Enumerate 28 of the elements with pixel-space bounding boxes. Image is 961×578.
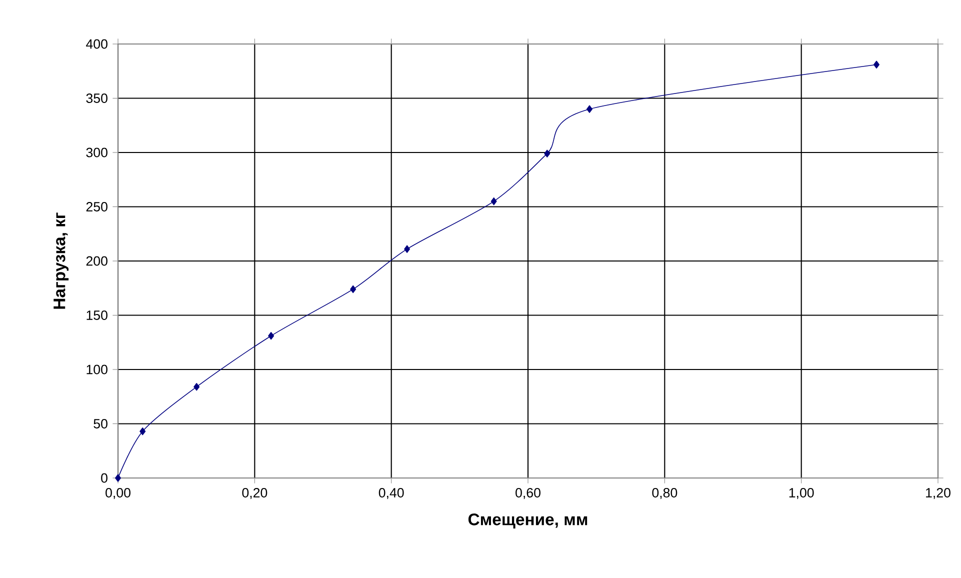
x-tick-label: 1,20 xyxy=(926,488,950,500)
y-tick-label: 0 xyxy=(101,473,108,483)
point xyxy=(490,197,497,206)
point xyxy=(586,105,593,113)
y-tick-label: 250 xyxy=(86,202,108,212)
point xyxy=(140,427,146,436)
x-tick-label: 0,60 xyxy=(516,488,540,500)
y-tick-label: 100 xyxy=(86,364,108,374)
y-tick-label: 150 xyxy=(86,310,108,320)
point xyxy=(404,245,410,253)
x-tick-label: 0,00 xyxy=(106,488,130,500)
y-tick-label: 350 xyxy=(86,94,108,103)
y-tick-label: 400 xyxy=(86,39,108,49)
y-axis-title: Нагрузка, кг xyxy=(54,212,69,309)
point xyxy=(350,285,356,294)
x-tick-label: 1,00 xyxy=(789,488,814,500)
point xyxy=(268,332,274,340)
point xyxy=(544,150,550,158)
point xyxy=(115,474,122,482)
y-tick-label: 50 xyxy=(94,419,108,428)
x-tick-label: 0,20 xyxy=(242,488,268,500)
y-tick-label: 200 xyxy=(86,256,108,266)
point xyxy=(194,382,200,391)
point xyxy=(874,60,880,68)
x-axis-title: Смещение, мм xyxy=(468,514,588,528)
x-tick-label: 0,40 xyxy=(378,488,404,500)
x-tick-label: 0,80 xyxy=(652,488,678,500)
y-tick-label: 300 xyxy=(86,148,108,158)
